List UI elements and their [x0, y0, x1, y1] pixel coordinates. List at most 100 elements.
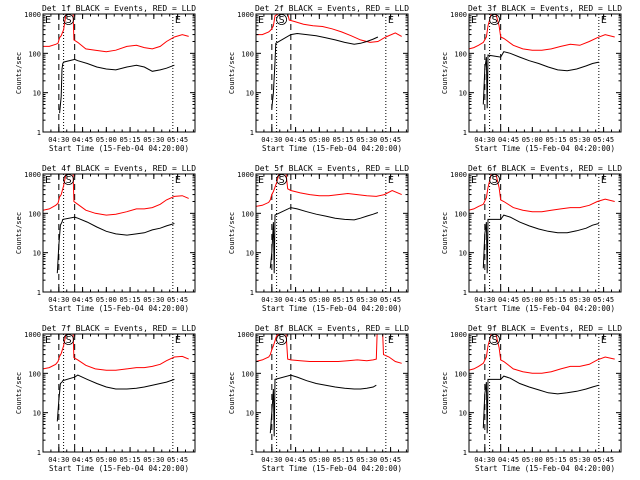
series-group — [469, 14, 615, 109]
y-tick-label: 1 — [463, 449, 467, 457]
x-axis-label: Start Time (15-Feb-04 04:20:00) — [49, 304, 189, 313]
marker-label-1: E — [471, 175, 477, 186]
marker-label-2: S — [492, 335, 498, 346]
series-group — [43, 14, 189, 114]
marker-label-3: E — [388, 335, 394, 346]
x-tick-label: 05:00 — [522, 456, 543, 464]
x-tick-label: 05:30 — [143, 136, 164, 144]
marker-label-3: E — [175, 175, 181, 186]
y-tick-label: 10 — [246, 250, 254, 258]
x-tick-label: 05:30 — [569, 136, 590, 144]
marker-label-1: E — [45, 175, 51, 186]
series-group — [469, 334, 615, 434]
plot-frame — [468, 333, 622, 453]
x-tick-label: 04:45 — [285, 136, 306, 144]
x-tick-label: 05:15 — [120, 456, 141, 464]
x-tick-label: 05:00 — [96, 136, 117, 144]
chart-title: Det 8f BLACK = Events, RED = LLD — [255, 324, 409, 333]
x-tick-label: 05:45 — [167, 296, 188, 304]
chart-panel-1: Det 1f BLACK = Events, RED = LLD E S E 1 10 10… — [15, 4, 196, 153]
series-line-2 — [269, 207, 379, 274]
marker-label-2: S — [492, 175, 498, 186]
y-tick-label: 1 — [463, 289, 467, 297]
x-tick-label: 05:30 — [569, 456, 590, 464]
y-tick-label: 10 — [33, 90, 41, 98]
x-tick-label: 05:15 — [333, 296, 354, 304]
marker-label-1: E — [45, 335, 51, 346]
marker-label-2: S — [279, 175, 285, 186]
y-tick-label: 100 — [28, 210, 41, 218]
plot-frame — [468, 173, 622, 293]
chart-panel-5: Det 5f BLACK = Events, RED = LLD E S E 1 10 10… — [228, 164, 409, 313]
x-tick-label: 05:45 — [167, 456, 188, 464]
x-tick-label: 05:00 — [522, 296, 543, 304]
x-tick-label: 04:30 — [48, 136, 69, 144]
x-tick-label: 04:30 — [48, 456, 69, 464]
x-tick-label: 05:15 — [546, 456, 567, 464]
x-tick-label: 04:30 — [474, 296, 495, 304]
plot-frame — [42, 173, 196, 293]
x-tick-label: 04:30 — [261, 456, 282, 464]
y-tick-label: 1000 — [237, 171, 254, 179]
marker-label-3: E — [601, 335, 607, 346]
x-tick-label: 05:45 — [593, 136, 614, 144]
x-tick-label: 05:30 — [143, 456, 164, 464]
y-tick-label: 1 — [250, 449, 254, 457]
series-line-2 — [56, 374, 175, 422]
y-tick-label: 1 — [250, 129, 254, 137]
series-group — [256, 14, 402, 109]
chart-panel-7: Det 7f BLACK = Events, RED = LLD E S E 1 10 10… — [15, 324, 196, 473]
x-tick-label: 05:15 — [120, 136, 141, 144]
series-line-2 — [59, 58, 175, 114]
y-tick-label: 10 — [246, 90, 254, 98]
y-axis-label: Counts/sec — [228, 212, 236, 254]
x-tick-label: 05:30 — [356, 456, 377, 464]
y-tick-label: 100 — [454, 210, 467, 218]
series-line-2 — [271, 32, 379, 109]
x-tick-label: 04:45 — [285, 296, 306, 304]
y-tick-label: 10 — [459, 90, 467, 98]
y-tick-label: 1000 — [237, 11, 254, 19]
marker-label-2: S — [279, 335, 285, 346]
x-tick-label: 05:30 — [356, 136, 377, 144]
series-line-2 — [482, 214, 599, 274]
marker-label-2: S — [66, 175, 72, 186]
x-tick-label: 04:45 — [72, 136, 93, 144]
chart-title: Det 9f BLACK = Events, RED = LLD — [468, 324, 622, 333]
series-line-2 — [56, 216, 175, 274]
y-tick-label: 1000 — [24, 11, 41, 19]
plot-frame — [468, 13, 622, 133]
x-tick-label: 04:30 — [261, 296, 282, 304]
y-tick-label: 1 — [37, 129, 41, 137]
chart-panel-4: Det 4f BLACK = Events, RED = LLD E S E 1 10 10… — [15, 164, 196, 313]
y-tick-label: 1000 — [450, 11, 467, 19]
x-tick-label: 05:45 — [593, 456, 614, 464]
x-tick-label: 05:45 — [380, 456, 401, 464]
y-axis-label: Counts/sec — [441, 372, 449, 414]
x-tick-label: 04:45 — [498, 296, 519, 304]
x-tick-label: 05:15 — [333, 456, 354, 464]
chart-panel-3: Det 3f BLACK = Events, RED = LLD E S E 1 10 10… — [441, 4, 622, 153]
series-group — [256, 334, 402, 437]
chart-panel-8: Det 8f BLACK = Events, RED = LLD E S E 1 10 10… — [228, 324, 409, 473]
x-tick-label: 04:45 — [72, 456, 93, 464]
marker-label-1: E — [258, 335, 264, 346]
x-tick-label: 05:00 — [309, 456, 330, 464]
x-tick-label: 05:00 — [96, 296, 117, 304]
x-tick-label: 05:45 — [167, 136, 188, 144]
y-axis-label: Counts/sec — [441, 52, 449, 94]
y-tick-label: 10 — [33, 250, 41, 258]
marker-label-2: S — [66, 15, 72, 26]
chart-title: Det 3f BLACK = Events, RED = LLD — [468, 4, 622, 13]
x-axis-label: Start Time (15-Feb-04 04:20:00) — [475, 144, 615, 153]
marker-label-1: E — [45, 15, 51, 26]
marker-label-1: E — [258, 15, 264, 26]
chart-title: Det 7f BLACK = Events, RED = LLD — [42, 324, 196, 333]
y-tick-label: 100 — [454, 50, 467, 58]
x-tick-label: 05:45 — [380, 136, 401, 144]
y-tick-label: 100 — [241, 50, 254, 58]
plot-frame — [255, 333, 409, 453]
series-line-2 — [482, 51, 599, 109]
series-line-1 — [256, 334, 402, 364]
